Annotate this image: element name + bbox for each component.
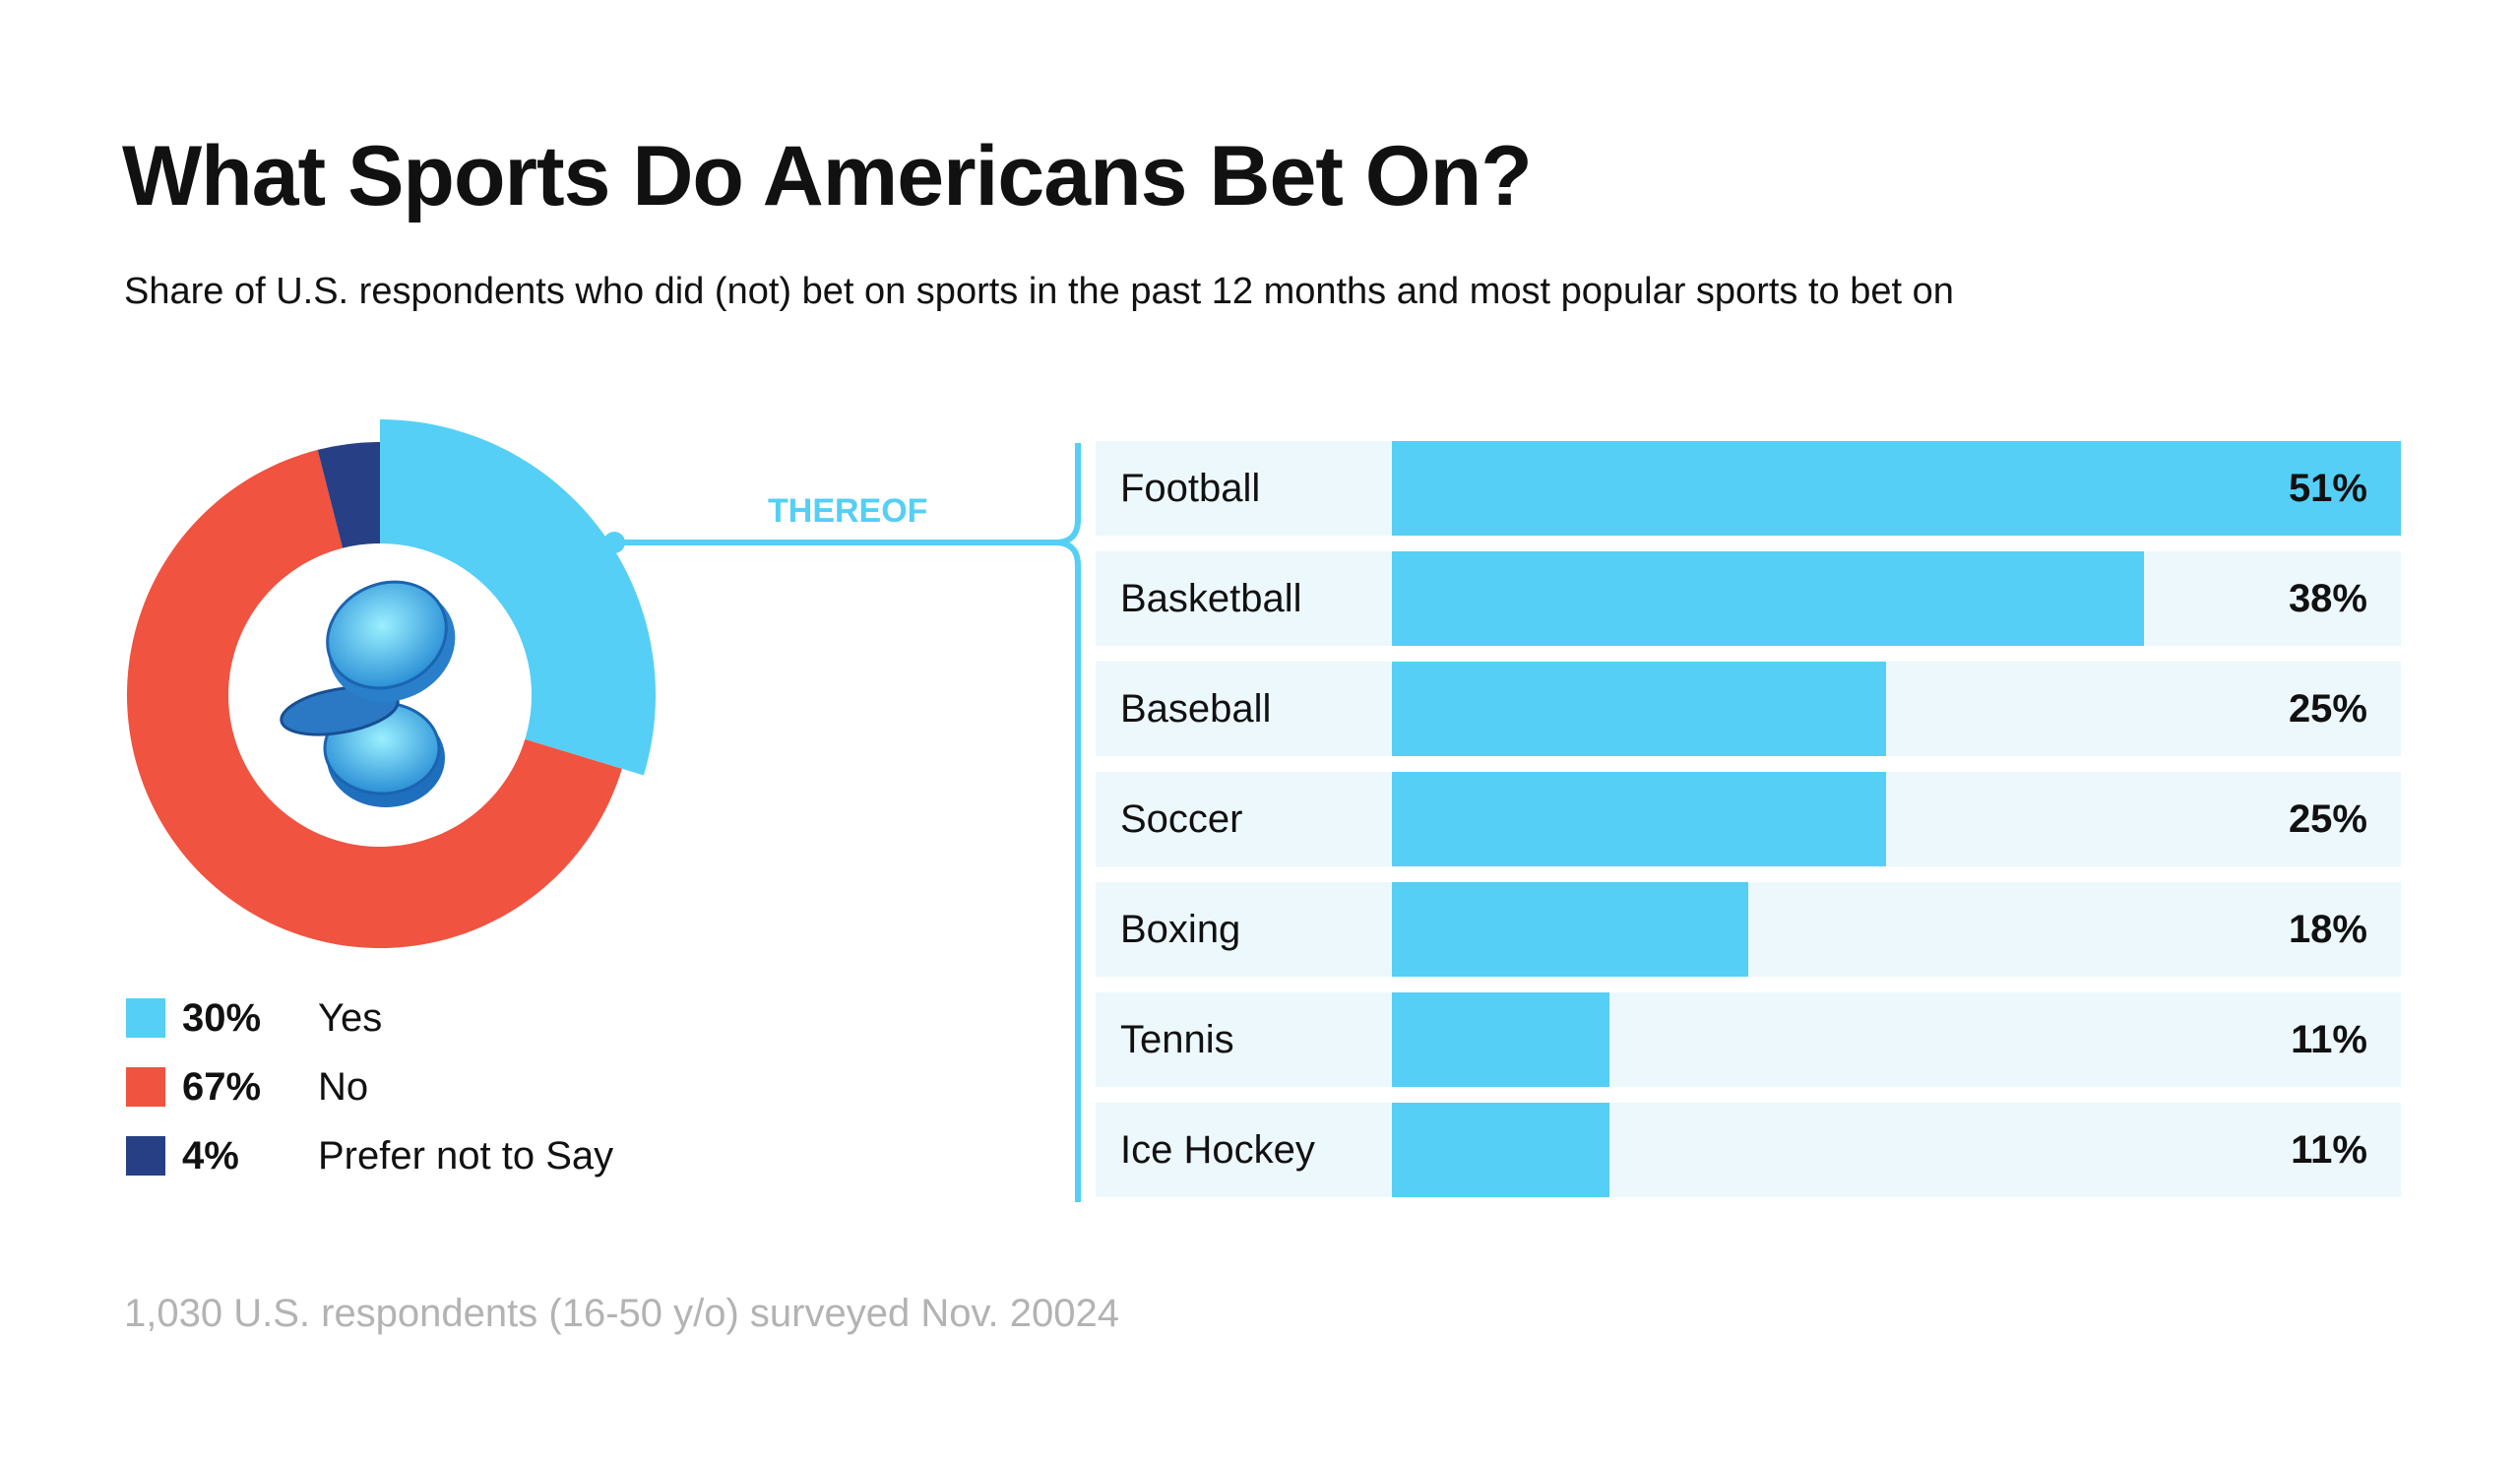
- bar-category-label: Soccer: [1120, 797, 1243, 841]
- legend-swatch-no: [126, 1067, 165, 1107]
- bar: [1392, 992, 1610, 1087]
- bar-row: Soccer 25%: [1096, 772, 2401, 866]
- bar-value-label: 11%: [2291, 1018, 2367, 1061]
- bar-value-label: 51%: [2288, 467, 2367, 510]
- coins-icon: [280, 580, 456, 807]
- bar-row: Basketball 38%: [1096, 551, 2401, 646]
- bar-category-label: Boxing: [1120, 908, 1241, 951]
- donut-slice-yes: [380, 419, 656, 776]
- bar: [1392, 1103, 1610, 1197]
- bar: [1392, 772, 1887, 866]
- bar: [1392, 662, 1887, 756]
- connector-line: [614, 443, 1081, 1202]
- legend-label: Yes: [318, 996, 383, 1040]
- chart-title: What Sports Do Americans Bet On?: [122, 129, 1533, 223]
- legend-value: 4%: [182, 1134, 239, 1178]
- bar-row: Football 51%: [1096, 441, 2401, 536]
- connector-label: THEREOF: [768, 492, 928, 530]
- bar-value-label: 25%: [2288, 687, 2367, 731]
- bar: [1392, 882, 1748, 977]
- bar-value-label: 38%: [2288, 577, 2367, 620]
- bar-value-label: 18%: [2288, 908, 2367, 951]
- legend-value: 67%: [182, 1065, 262, 1109]
- bar-row: Ice Hockey 11%: [1096, 1103, 2401, 1197]
- bar: [1392, 551, 2144, 646]
- connector-dot: [603, 532, 625, 553]
- bar-category-label: Ice Hockey: [1120, 1128, 1315, 1172]
- chart-subtitle: Share of U.S. respondents who did (not) …: [124, 271, 1954, 312]
- bar-category-label: Baseball: [1120, 687, 1272, 731]
- footnote: 1,030 U.S. respondents (16-50 y/o) surve…: [124, 1292, 1119, 1335]
- bar-row: Baseball 25%: [1096, 662, 2401, 756]
- legend-swatch-yes: [126, 998, 165, 1038]
- bar: [1392, 441, 2401, 536]
- legend-swatch-prefer-not: [126, 1136, 165, 1176]
- bar-row: Tennis 11%: [1096, 992, 2401, 1087]
- bar-value-label: 11%: [2291, 1128, 2367, 1172]
- bar-category-label: Basketball: [1120, 577, 1302, 620]
- legend-label: No: [318, 1065, 369, 1109]
- bar-row: Boxing 18%: [1096, 882, 2401, 977]
- legend-value: 30%: [182, 996, 262, 1040]
- bar-category-label: Tennis: [1120, 1018, 1234, 1061]
- legend-label: Prefer not to Say: [318, 1134, 614, 1178]
- donut-slice-prefer-not-to-say: [317, 442, 380, 548]
- donut-slice-no: [126, 449, 622, 949]
- bar-category-label: Football: [1120, 467, 1261, 510]
- bar-value-label: 25%: [2288, 797, 2367, 841]
